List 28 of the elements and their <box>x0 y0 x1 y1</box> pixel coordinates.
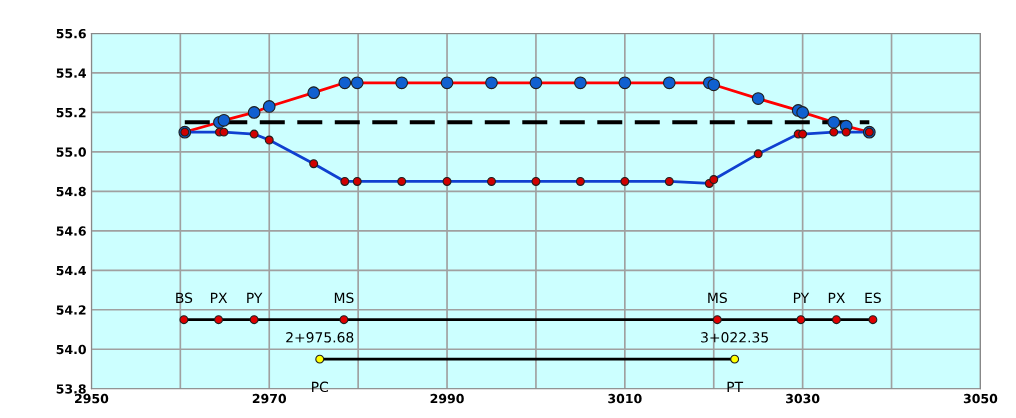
annotation: PY <box>247 292 263 303</box>
y-tick-label: 55.0 <box>56 147 86 157</box>
y-tick-label: 54.4 <box>56 265 87 276</box>
y-tick-label: 55.6 <box>56 28 86 39</box>
annotation: PT <box>727 381 744 392</box>
y-tick-label: 53.8 <box>56 384 86 394</box>
annotation: PX <box>828 292 845 303</box>
annotation: 2+975.68 <box>286 332 354 343</box>
x-tick-label: 3010 <box>608 393 642 404</box>
x-tick-label: 3030 <box>786 393 820 404</box>
y-tick-label: 54.0 <box>56 344 86 355</box>
annotation: PX <box>210 292 228 303</box>
x-tick-label: 2990 <box>430 393 464 404</box>
y-tick-label: 55.2 <box>56 107 86 118</box>
y-tick-label: 55.4 <box>56 68 87 78</box>
annotation: PY <box>793 292 810 303</box>
x-tick-label: 3050 <box>963 393 998 404</box>
x-tick-label: 2970 <box>252 393 287 404</box>
y-tick-label: 54.8 <box>56 186 86 197</box>
annotation: PC <box>312 381 329 393</box>
annotation: ES <box>865 292 881 304</box>
annotation: BS <box>176 292 193 304</box>
y-tick-label: 54.2 <box>56 305 86 315</box>
annotation: MS <box>334 292 354 304</box>
x-tick-label: 2950 <box>75 393 109 404</box>
annotation: MS <box>708 292 727 304</box>
annotation: 3+022.35 <box>701 332 768 343</box>
y-tick-label: 54.6 <box>56 226 86 236</box>
